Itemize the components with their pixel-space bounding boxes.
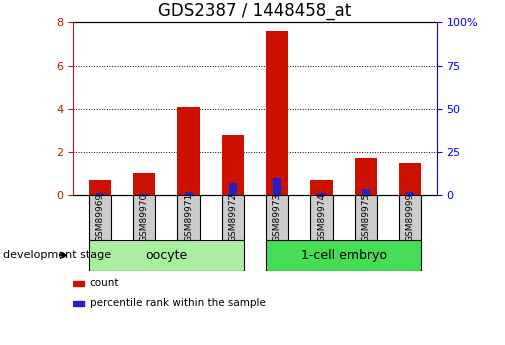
Text: count: count xyxy=(89,278,119,288)
Bar xyxy=(177,195,199,240)
Bar xyxy=(96,193,104,195)
Bar xyxy=(362,189,370,195)
Text: GSM89969: GSM89969 xyxy=(95,193,105,242)
Bar xyxy=(266,31,288,195)
Bar xyxy=(229,183,237,195)
Bar xyxy=(355,195,377,240)
Title: GDS2387 / 1448458_at: GDS2387 / 1448458_at xyxy=(159,2,351,20)
Bar xyxy=(89,195,111,240)
Bar xyxy=(222,135,244,195)
Bar xyxy=(133,195,155,240)
Bar xyxy=(266,195,288,240)
Bar xyxy=(273,178,281,195)
Bar xyxy=(89,180,111,195)
Text: development stage: development stage xyxy=(3,250,111,260)
Bar xyxy=(311,180,333,195)
Text: GSM89975: GSM89975 xyxy=(362,193,370,242)
Bar xyxy=(140,194,148,195)
Text: GSM89970: GSM89970 xyxy=(140,193,148,242)
Bar xyxy=(311,195,333,240)
Text: GSM89973: GSM89973 xyxy=(273,193,282,242)
Bar xyxy=(355,158,377,195)
Bar xyxy=(177,107,199,195)
Text: percentile rank within the sample: percentile rank within the sample xyxy=(89,298,266,308)
Bar xyxy=(184,192,192,195)
Bar xyxy=(73,301,84,306)
Bar xyxy=(399,162,421,195)
Bar xyxy=(133,173,155,195)
Text: oocyte: oocyte xyxy=(145,249,187,262)
Text: GSM89999: GSM89999 xyxy=(406,193,415,242)
Bar xyxy=(222,195,244,240)
Bar xyxy=(318,193,326,195)
Bar xyxy=(406,192,414,195)
Text: 1-cell embryo: 1-cell embryo xyxy=(300,249,387,262)
Text: GSM89974: GSM89974 xyxy=(317,193,326,242)
Bar xyxy=(89,240,244,271)
Bar xyxy=(399,195,421,240)
Bar xyxy=(266,240,421,271)
Bar xyxy=(73,280,84,286)
Text: GSM89971: GSM89971 xyxy=(184,193,193,242)
Text: GSM89972: GSM89972 xyxy=(228,193,237,242)
